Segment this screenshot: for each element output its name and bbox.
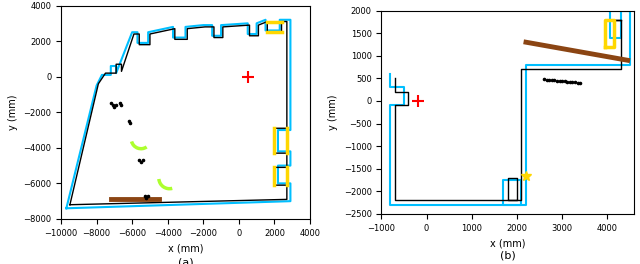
Text: (a): (a) <box>178 258 193 264</box>
X-axis label: x (mm): x (mm) <box>490 238 525 248</box>
Point <box>140 194 150 198</box>
Point <box>111 103 121 107</box>
Text: (b): (b) <box>500 251 516 261</box>
Point <box>115 101 125 106</box>
X-axis label: x (mm): x (mm) <box>168 243 204 253</box>
Point <box>109 105 120 109</box>
Point <box>124 119 134 123</box>
Point <box>116 103 127 107</box>
Point <box>143 194 153 198</box>
Point <box>539 77 549 81</box>
Point <box>554 79 564 83</box>
Point <box>557 79 567 83</box>
Point <box>575 81 586 85</box>
Point <box>541 77 552 82</box>
Point <box>559 79 570 83</box>
Y-axis label: y (mm): y (mm) <box>8 95 18 130</box>
Point <box>562 79 572 84</box>
Point <box>573 81 583 85</box>
Point <box>544 78 554 82</box>
Point <box>125 121 136 125</box>
Point <box>547 78 557 82</box>
Point <box>570 80 580 84</box>
Point <box>552 78 562 83</box>
Y-axis label: y (mm): y (mm) <box>328 95 338 130</box>
Point <box>134 158 145 162</box>
Point <box>136 160 146 164</box>
Point <box>108 103 118 107</box>
Point <box>141 196 152 200</box>
Point <box>549 78 559 82</box>
Point <box>106 101 116 106</box>
Point <box>138 158 148 162</box>
Point <box>567 80 577 84</box>
Point <box>564 80 575 84</box>
